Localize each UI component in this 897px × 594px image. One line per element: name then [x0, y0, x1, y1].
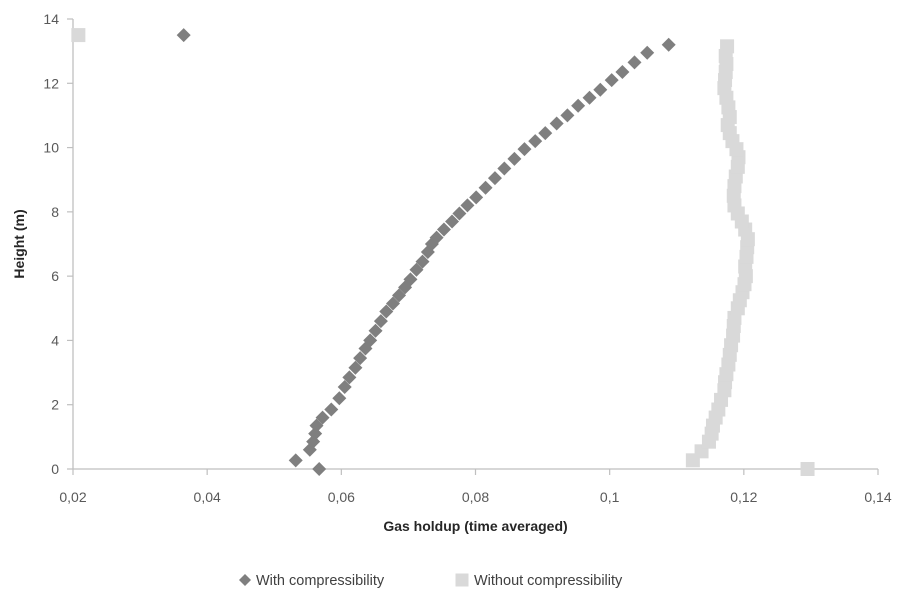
data-point [560, 108, 575, 123]
series-layer [71, 28, 815, 476]
y-tick-label: 2 [51, 397, 59, 413]
legend-marker [455, 573, 469, 587]
data-point [487, 171, 502, 186]
data-point [348, 360, 363, 375]
data-point [571, 98, 586, 113]
data-point [392, 288, 407, 303]
legend-label: With compressibility [256, 573, 385, 589]
data-point [353, 351, 368, 366]
y-axis-title: Height (m) [11, 209, 27, 278]
data-point [373, 314, 388, 329]
x-tick-label: 0,12 [730, 489, 757, 505]
x-tick-label: 0,04 [194, 489, 221, 505]
data-point [368, 323, 383, 338]
data-point [549, 116, 564, 131]
data-point [627, 55, 642, 70]
x-tick-label: 0,06 [328, 489, 355, 505]
series-with-compressibility [176, 28, 676, 476]
data-point [517, 142, 532, 157]
data-point [176, 28, 191, 43]
data-point [332, 391, 347, 406]
data-point [436, 222, 451, 237]
x-ticks: 0,02 0,04 0,06 0,08 0,1 0,12 0,14 [59, 469, 892, 505]
x-tick-label: 0,02 [59, 489, 86, 505]
data-point [403, 272, 418, 287]
data-point [309, 418, 324, 433]
data-point [415, 254, 430, 269]
legend-marker [239, 574, 251, 586]
legend: With compressibility Without compressibil… [239, 573, 623, 589]
y-tick-label: 6 [51, 268, 59, 284]
data-point [429, 230, 444, 245]
x-tick-label: 0,08 [462, 489, 489, 505]
legend-label: Without compressibility [474, 573, 623, 589]
data-point [538, 126, 553, 141]
data-point [71, 28, 86, 43]
axes: 0,02 0,04 0,06 0,08 0,1 0,12 0,14 0 2 4 6 8 10 12 14 [43, 11, 891, 505]
x-tick-label: 0,1 [600, 489, 620, 505]
data-point [288, 453, 303, 468]
y-tick-label: 14 [43, 11, 59, 27]
data-point [363, 333, 378, 348]
y-tick-label: 12 [43, 75, 59, 91]
data-point [604, 73, 619, 88]
data-point [324, 402, 339, 417]
x-axis-title: Gas holdup (time averaged) [383, 518, 567, 534]
y-tick-label: 10 [43, 140, 59, 156]
data-point [312, 462, 327, 476]
data-point [460, 198, 475, 213]
data-point [452, 206, 467, 221]
data-point [615, 65, 630, 80]
data-point [445, 214, 460, 229]
legend-item: Without compressibility [455, 573, 623, 589]
series-without-compressibility [71, 28, 815, 476]
data-point [342, 370, 357, 385]
y-ticks: 0 2 4 6 8 10 12 14 [43, 11, 73, 477]
data-point [497, 161, 512, 176]
data-point [478, 180, 493, 195]
data-point [469, 190, 484, 205]
data-point [800, 462, 815, 476]
data-point [385, 296, 400, 311]
data-point [582, 90, 597, 105]
y-tick-label: 4 [51, 332, 59, 348]
data-point [409, 262, 424, 277]
data-point [507, 151, 522, 166]
data-point [528, 134, 543, 149]
data-point [337, 380, 352, 395]
x-tick-label: 0,14 [864, 489, 891, 505]
data-point [593, 82, 608, 97]
y-tick-label: 8 [51, 204, 59, 220]
data-point [640, 45, 655, 60]
data-point [379, 304, 394, 319]
data-point [661, 37, 676, 52]
legend-item: With compressibility [239, 573, 385, 589]
data-point [720, 39, 735, 54]
data-point [315, 410, 330, 425]
y-tick-label: 0 [51, 461, 59, 477]
